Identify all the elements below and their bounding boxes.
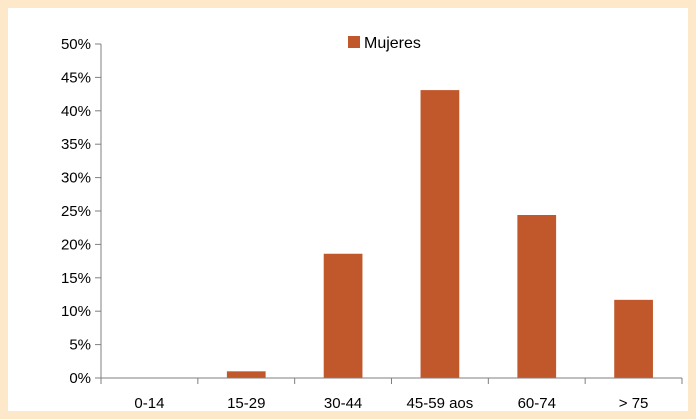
y-tick-label: 35% [61,136,91,153]
legend: Mujeres [348,35,421,52]
bar-4 [420,90,460,378]
y-tick-label: 40% [61,103,91,120]
y-tick-label: 10% [61,303,91,320]
bar-5 [517,215,557,378]
x-tick-label: > 75 [619,395,649,411]
y-axis-ticks: 0% 5% 10% 15% 20% 25% 30% 35% 40% 45% 50% [61,36,101,387]
bar-6 [614,299,653,378]
y-tick-label: 20% [61,236,91,253]
bar-2 [226,371,266,378]
bar-3 [323,253,363,378]
x-tick-label: 30-44 [324,395,362,411]
y-tick-label: 15% [61,270,91,287]
x-tick-label: 15-29 [227,395,265,411]
x-tick-label: 0-14 [134,395,164,411]
bars [226,90,653,378]
chart-area: Mujeres 0% 5% 10% 15% 20% 25% 30% 35% 40% 45% 50% … [8,8,688,411]
x-tick-label: 60-74 [518,395,556,411]
y-tick-label: 50% [61,36,91,53]
legend-swatch [348,36,360,48]
y-tick-label: 5% [69,337,91,354]
y-tick-label: 30% [61,170,91,187]
y-tick-label: 25% [61,203,91,220]
y-tick-label: 45% [61,69,91,86]
legend-label: Mujeres [364,35,421,52]
y-tick-label: 0% [69,370,91,387]
x-axis-labels: 0-14 15-29 30-44 45-59 aos 60-74 > 75 [134,395,648,411]
x-axis-ticks [100,378,683,384]
bar-chart: Mujeres 0%5%10%15%20%25%30%35%40%45%50% … [61,35,683,411]
x-tick-label: 45-59 aos [407,395,474,411]
